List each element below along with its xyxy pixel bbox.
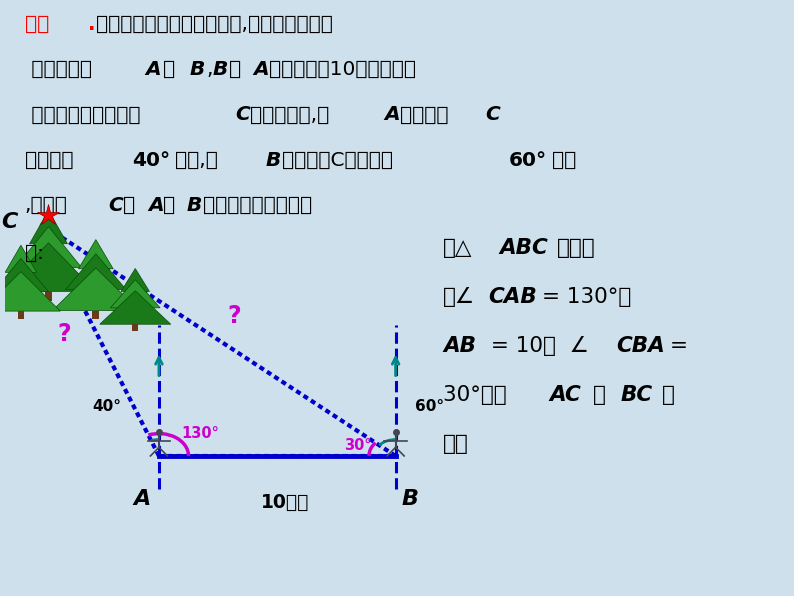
Text: 30°: 30° [345,438,372,453]
Text: .: . [88,15,95,34]
Text: 方向: 方向 [552,151,576,170]
Text: 在: 在 [229,60,241,79]
Text: 到: 到 [123,196,136,215]
Text: 30°，求: 30°，求 [443,385,514,405]
Text: C: C [1,212,17,232]
Text: A: A [145,60,161,79]
Polygon shape [17,311,24,319]
Text: 60°: 60° [508,151,546,170]
Text: B: B [190,60,205,79]
Polygon shape [92,311,99,319]
Text: = 130°，: = 130°， [542,287,630,308]
Text: ?: ? [57,322,71,346]
Text: 和: 和 [163,60,175,79]
Text: A: A [384,105,400,125]
Text: 和: 和 [593,385,606,405]
Text: 知∠: 知∠ [443,287,475,308]
Polygon shape [79,240,114,269]
Text: 的距离分别是多少？: 的距离分别是多少？ [203,196,312,215]
Text: =: = [669,336,688,356]
Text: 方向,在: 方向,在 [175,151,218,170]
Text: 问题: 问题 [25,15,49,34]
Text: B: B [187,196,202,215]
Text: 10千米: 10千米 [261,493,310,512]
Polygon shape [52,268,139,311]
Polygon shape [65,254,126,290]
Text: AB: AB [443,336,476,356]
Text: 某林场为了及时地发现火情,在林场中设立了: 某林场为了及时地发现火情,在林场中设立了 [96,15,333,34]
Text: ,: , [206,60,213,79]
Polygon shape [0,272,60,311]
Text: B: B [265,151,281,170]
Text: 处观测到C在北偏西: 处观测到C在北偏西 [282,151,393,170]
Text: 在△: 在△ [443,238,472,259]
Polygon shape [133,324,138,331]
Text: 40°: 40° [132,151,170,170]
Polygon shape [100,291,171,324]
Polygon shape [121,268,149,291]
Text: A: A [133,489,150,509]
Polygon shape [29,210,67,244]
Text: C: C [109,196,123,215]
Text: 的: 的 [662,385,675,405]
Text: 130°: 130° [181,426,219,441]
Text: 处观测到: 处观测到 [400,105,449,125]
Polygon shape [44,291,52,301]
Text: BC: BC [620,385,653,405]
Text: CBA: CBA [616,336,665,356]
Text: 日两个观测点都发现: 日两个观测点都发现 [25,105,147,125]
Text: ABC: ABC [499,238,549,259]
Text: ,求火场: ,求火场 [25,196,67,215]
Text: = 10，  ∠: = 10， ∠ [484,336,589,356]
Text: B: B [401,489,418,509]
Text: A: A [252,60,268,79]
Text: B: B [213,60,228,79]
Text: 解:: 解: [25,244,44,263]
Text: 60°: 60° [415,399,445,414]
Text: ?: ? [227,304,241,328]
Text: 、: 、 [163,196,181,215]
Polygon shape [0,259,48,292]
Text: A: A [148,196,164,215]
Text: C: C [236,105,250,125]
Polygon shape [1,243,96,291]
Text: AC: AC [549,385,581,405]
Text: 两个观测点: 两个观测点 [25,60,92,79]
Polygon shape [110,280,160,308]
Text: 处出现火情,在: 处出现火情,在 [250,105,330,125]
Text: 在北偏西: 在北偏西 [25,151,73,170]
Text: CAB: CAB [488,287,538,308]
Text: 的正东方向10千米处。某: 的正东方向10千米处。某 [269,60,416,79]
Text: 长。: 长。 [443,434,468,454]
Text: C: C [486,105,500,125]
Polygon shape [15,226,82,268]
Text: 40°: 40° [92,399,121,414]
Polygon shape [5,246,37,272]
Text: 中，已: 中，已 [557,238,596,259]
